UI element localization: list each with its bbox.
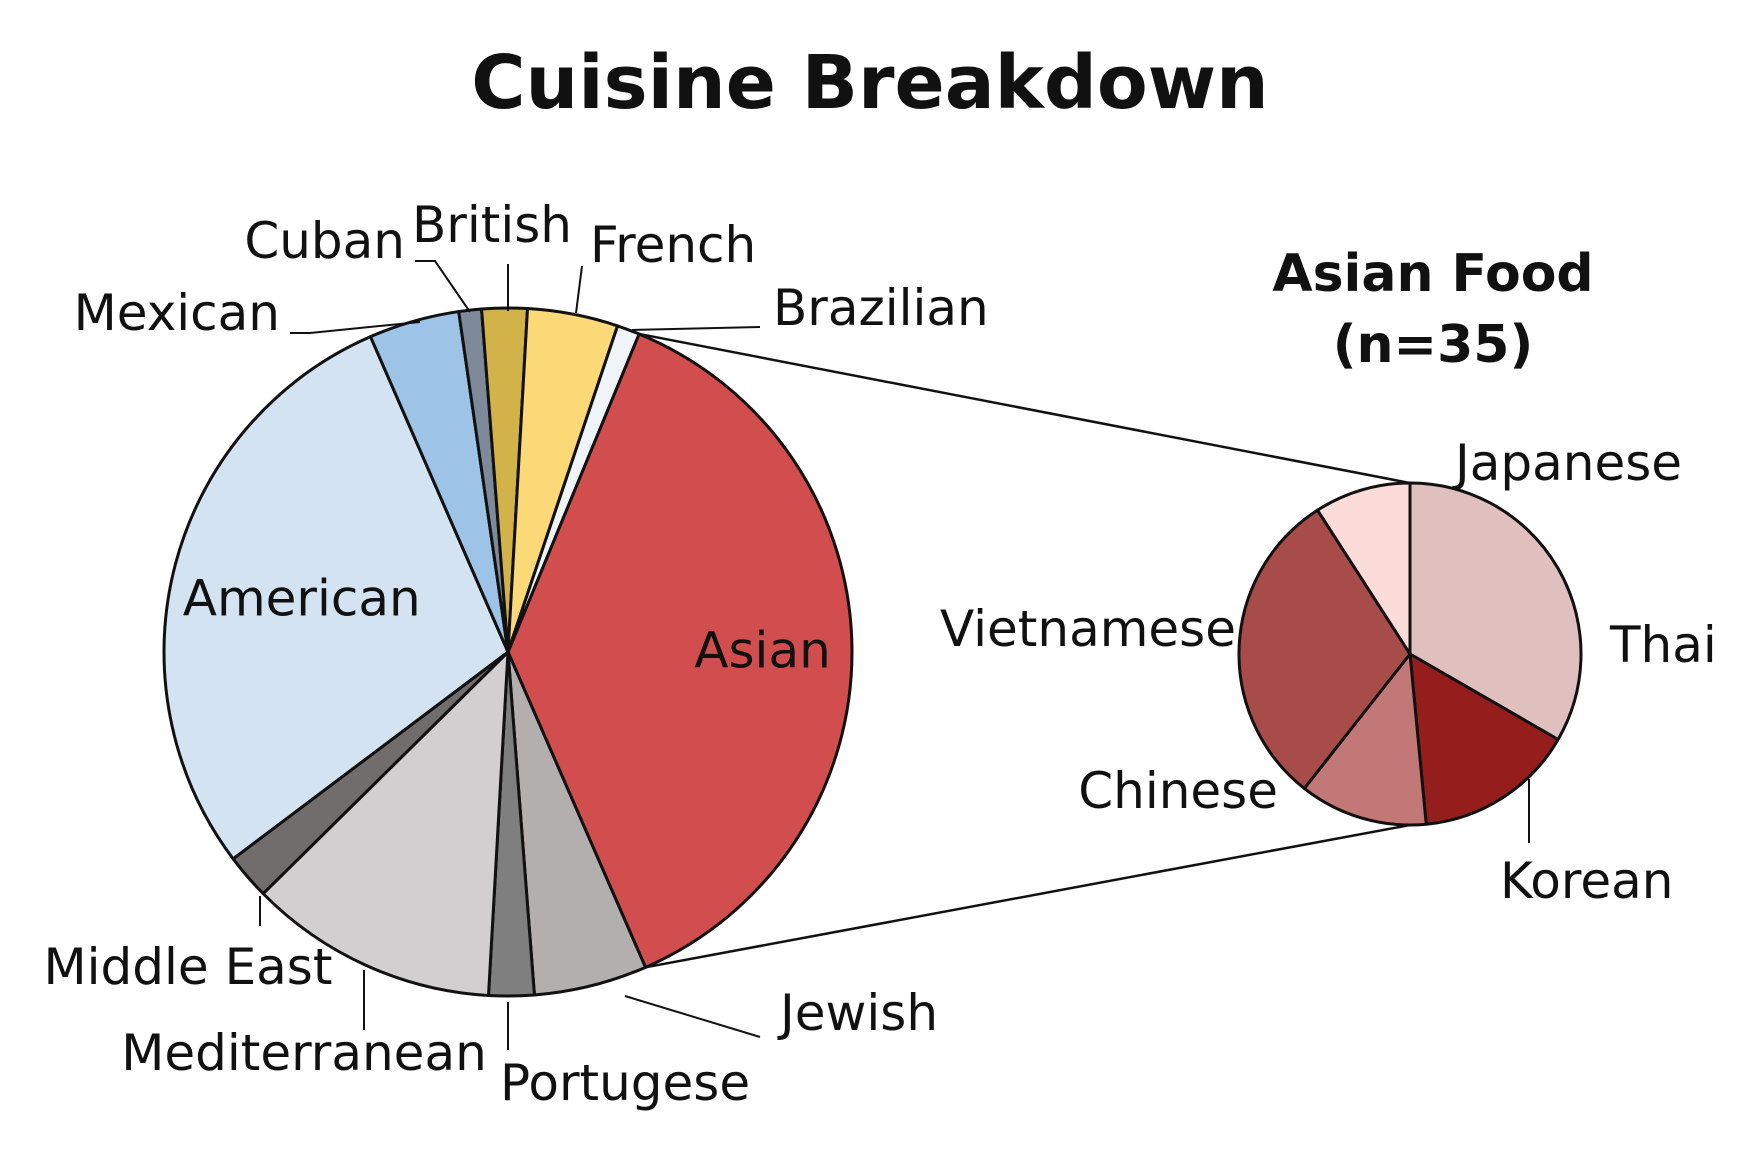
- label-portugese: Portugese: [500, 1054, 750, 1112]
- label-vietnamese: Vietnamese: [940, 600, 1236, 658]
- chart-title: Cuisine Breakdown: [471, 40, 1269, 126]
- connector-bottom: [645, 823, 1411, 969]
- label-brazilian: Brazilian: [773, 279, 989, 337]
- sub-slice-thai: [1408, 652, 1560, 826]
- leader-brazilian: [631, 326, 761, 331]
- label-asian: Asian: [694, 621, 830, 679]
- leader-mexican: [290, 321, 421, 334]
- label-mexican: Mexican: [74, 284, 280, 342]
- connector-top: [638, 332, 1411, 485]
- sub-pie: [1237, 481, 1583, 827]
- sub-slice-chinese: [1237, 508, 1412, 790]
- leader-cuban: [415, 260, 471, 313]
- label-french: French: [590, 216, 756, 274]
- label-british: British: [412, 196, 572, 254]
- main-pie: [162, 306, 854, 998]
- label-chinese: Chinese: [1078, 762, 1278, 820]
- label-jewish: Jewish: [777, 984, 938, 1042]
- sub-chart-title: Asian Food: [1272, 244, 1593, 304]
- label-middle-east: Middle East: [44, 938, 333, 996]
- label-cuban: Cuban: [244, 212, 405, 270]
- label-mediterranean: Mediterranean: [121, 1024, 487, 1082]
- sub-slice-japanese: [1408, 481, 1583, 741]
- sub-chart-subtitle: (n=35): [1333, 315, 1533, 375]
- label-japanese: Japanese: [1452, 434, 1682, 492]
- slice-mediterranean: [261, 650, 510, 997]
- label-korean: Korean: [1500, 852, 1673, 910]
- leader-jewish: [624, 995, 761, 1038]
- slice-asian: [506, 332, 854, 969]
- label-american: American: [183, 570, 421, 628]
- sub-slice-korean: [1302, 652, 1428, 827]
- slice-brazilian: [506, 324, 641, 654]
- zoom-connectors: [638, 332, 1411, 969]
- sub-slice-vietnamese: [1316, 481, 1412, 656]
- leader-french: [575, 265, 583, 314]
- label-thai: Thai: [1609, 616, 1717, 674]
- slice-american: [162, 335, 510, 861]
